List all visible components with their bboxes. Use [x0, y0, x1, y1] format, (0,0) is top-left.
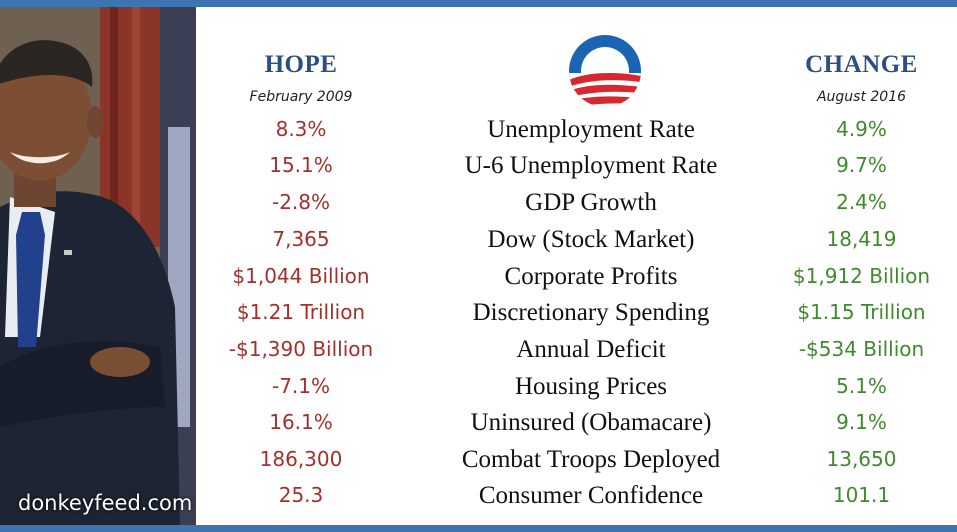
change-value: 5.1%: [836, 374, 887, 398]
change-value: $1.15 Trillion: [797, 300, 926, 324]
change-value: -$534 Billion: [798, 337, 925, 361]
watermark-text: donkeyfeed.com: [18, 491, 193, 515]
hope-date: February 2009: [249, 89, 353, 105]
president-portrait-photo: donkeyfeed.com: [0, 7, 196, 525]
table-row: 186,300 Combat Troops Deployed 13,650: [196, 441, 957, 478]
change-value: $1,912 Billion: [792, 264, 931, 288]
table-row: $1,044 Billion Corporate Profits $1,912 Bi…: [196, 258, 957, 295]
table-row: 25.3 Consumer Confidence 101.1: [196, 477, 957, 514]
hope-value: -$1,390 Billion: [228, 337, 374, 361]
hope-value: 7,365: [272, 227, 330, 251]
change-value: 101.1: [832, 483, 891, 507]
metric-label: Corporate Profits: [504, 263, 678, 290]
metric-label: Consumer Confidence: [478, 482, 704, 509]
hope-value: $1,044 Billion: [232, 264, 370, 288]
table-row: -$1,390 Billion Annual Deficit -$534 Billi…: [196, 331, 957, 368]
metric-label: Combat Troops Deployed: [461, 446, 721, 473]
hope-value: -7.1%: [271, 374, 331, 398]
hope-value: $1.21 Trillion: [236, 300, 366, 324]
hope-value: -2.8%: [271, 190, 331, 214]
change-value: 9.1%: [836, 410, 887, 434]
portrait-illustration: [0, 7, 196, 525]
change-value: 18,419: [826, 227, 897, 251]
table-row: 16.1% Uninsured (Obamacare) 9.1%: [196, 404, 957, 441]
change-value: 2.4%: [836, 190, 887, 214]
metric-label: Discretionary Spending: [472, 299, 710, 326]
change-heading: CHANGE: [805, 51, 918, 78]
obama-campaign-logo-icon: [567, 33, 643, 109]
metric-label: GDP Growth: [525, 189, 657, 216]
metric-label: Dow (Stock Market): [487, 226, 695, 253]
hope-value: 186,300: [259, 447, 343, 471]
metric-label: Unemployment Rate: [487, 116, 695, 143]
change-value: 4.9%: [836, 117, 887, 141]
metric-label: Uninsured (Obamacare): [470, 409, 712, 436]
change-value: 9.7%: [836, 153, 887, 177]
table-row: 15.1% U-6 Unemployment Rate 9.7%: [196, 147, 957, 184]
hope-heading: HOPE: [264, 51, 338, 78]
table-row: 7,365 Dow (Stock Market) 18,419: [196, 221, 957, 258]
table-row: -7.1% Housing Prices 5.1%: [196, 368, 957, 405]
change-date: August 2016: [816, 89, 907, 105]
metric-label: Annual Deficit: [516, 336, 666, 363]
change-value: 13,650: [826, 447, 897, 471]
hope-value: 8.3%: [275, 117, 327, 141]
hope-value: 16.1%: [269, 410, 333, 434]
metric-label: Housing Prices: [514, 373, 668, 400]
table-row: -2.8% GDP Growth 2.4%: [196, 184, 957, 221]
table-row: 8.3% Unemployment Rate 4.9%: [196, 111, 957, 148]
hope-value: 15.1%: [269, 153, 333, 177]
metric-label: U-6 Unemployment Rate: [464, 152, 718, 179]
hope-value: 25.3: [278, 483, 324, 507]
table-row: $1.21 Trillion Discretionary Spending $1.1…: [196, 294, 957, 331]
